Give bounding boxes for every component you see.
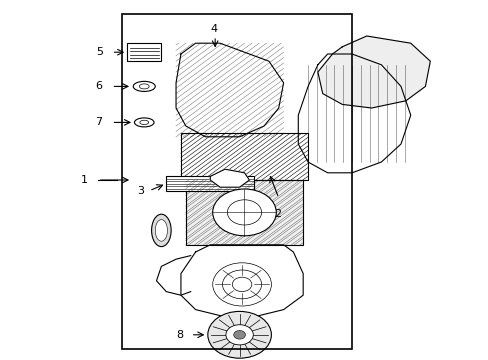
Ellipse shape [134, 118, 154, 127]
Ellipse shape [133, 81, 155, 91]
Text: 6: 6 [96, 81, 102, 91]
Bar [181, 133, 307, 180]
Text: 3: 3 [137, 186, 144, 196]
Polygon shape [156, 256, 190, 295]
Polygon shape [210, 169, 249, 187]
Bar [185, 180, 303, 245]
Text: 1: 1 [81, 175, 88, 185]
Circle shape [207, 311, 271, 358]
Polygon shape [181, 245, 303, 317]
Circle shape [212, 189, 276, 236]
Text: 5: 5 [96, 47, 102, 57]
Bar [122, 14, 351, 349]
Bar [127, 43, 161, 61]
Circle shape [233, 330, 245, 339]
Ellipse shape [155, 220, 167, 241]
Text: 8: 8 [176, 330, 183, 340]
Bar [181, 133, 307, 180]
Ellipse shape [151, 214, 171, 247]
Text: 2: 2 [273, 209, 281, 219]
Polygon shape [176, 43, 283, 137]
Circle shape [225, 325, 253, 345]
Text: 4: 4 [210, 24, 217, 34]
Text: 7: 7 [95, 117, 102, 127]
Bar [166, 176, 254, 191]
Polygon shape [317, 36, 429, 108]
Polygon shape [298, 54, 410, 173]
